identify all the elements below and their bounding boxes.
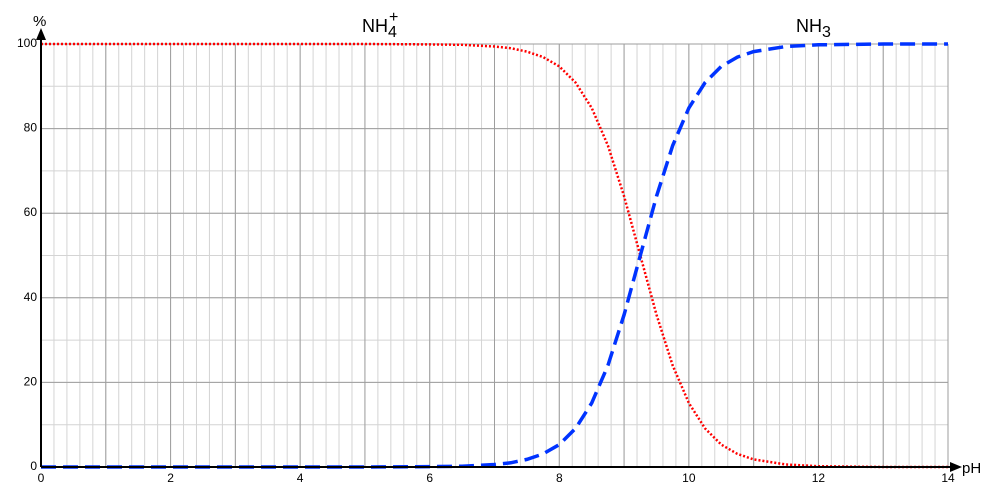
x-axis-arrow-icon bbox=[950, 462, 962, 472]
y-axis-arrow-icon bbox=[36, 28, 46, 40]
y-tick-label: 20 bbox=[24, 374, 38, 388]
x-tick-label: 8 bbox=[556, 471, 563, 484]
x-tick-label: 0 bbox=[38, 471, 45, 484]
species-subscript: 4 bbox=[388, 24, 397, 41]
x-tick-label: 4 bbox=[297, 471, 304, 484]
y-axis-label: % bbox=[33, 13, 46, 30]
y-tick-label: 100 bbox=[17, 36, 37, 50]
species-name: NH bbox=[796, 16, 822, 36]
axes bbox=[36, 28, 962, 472]
y-tick-label: 60 bbox=[24, 205, 38, 219]
y-tick-label: 40 bbox=[24, 290, 38, 304]
species-label-0: NH4 bbox=[362, 16, 397, 41]
species-subscript: 3 bbox=[822, 24, 831, 41]
tick-labels: 0 2 4 6 8 10 12 14 0 20 40 60 80 100 bbox=[17, 36, 955, 484]
x-tick-label: 2 bbox=[167, 471, 174, 484]
x-axis-label: pH bbox=[962, 460, 981, 477]
species-superscript: + bbox=[389, 9, 398, 26]
species-labels: NH4+ NH3 bbox=[362, 9, 831, 41]
series-line-1 bbox=[41, 42, 948, 469]
y-tick-label: 0 bbox=[30, 459, 37, 473]
y-tick-label: 80 bbox=[24, 121, 38, 135]
x-tick-label: 10 bbox=[682, 471, 696, 484]
x-tick-label: 14 bbox=[941, 471, 955, 484]
species-label-1: NH3 bbox=[796, 16, 831, 41]
species-name: NH bbox=[362, 16, 388, 36]
x-tick-label: 6 bbox=[426, 471, 433, 484]
x-tick-label: 12 bbox=[812, 471, 826, 484]
series-layer bbox=[41, 42, 948, 469]
